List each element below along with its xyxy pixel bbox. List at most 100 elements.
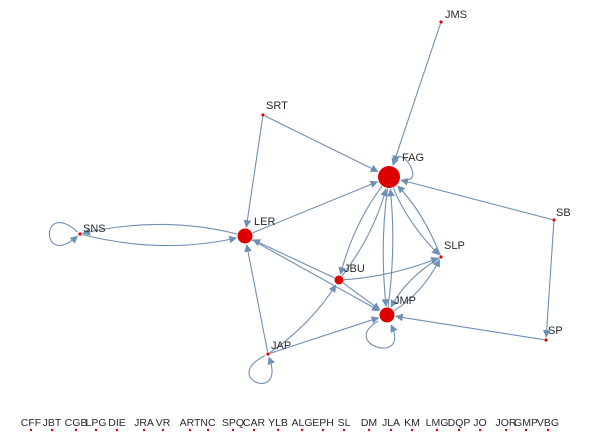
edge-fag-to-jbu: [338, 185, 383, 275]
isolated-node-die: [115, 428, 119, 432]
edge-ler-to-jmp: [251, 239, 380, 312]
isolated-node-eph: [321, 428, 325, 432]
isolated-node-jla: [389, 428, 393, 432]
edge-ler-to-fag: [252, 180, 379, 234]
isolated-label-die: DIE: [108, 417, 126, 429]
edge-jap-to-jap: [248, 355, 275, 384]
isolated-label-vr: VR: [156, 417, 171, 429]
node-jbu: [334, 275, 344, 285]
isolated-label-art: ART: [180, 417, 201, 429]
isolated-node-sl: [342, 428, 346, 432]
isolated-label-spq: SPQ: [222, 417, 244, 429]
isolated-node-alg: [300, 428, 304, 432]
isolated-node-dqp: [457, 428, 461, 432]
isolated-node-ylb: [276, 428, 280, 432]
isolated-label-km: KM: [404, 417, 420, 429]
node-sb: [552, 218, 556, 222]
isolated-label-dm: DM: [361, 417, 377, 429]
edge-jmp-to-fag: [387, 188, 395, 308]
node-label-ler: LER: [254, 216, 275, 228]
node-jmp: [379, 307, 395, 323]
edge-slp-to-fag: [397, 185, 441, 256]
isolated-node-art: [188, 428, 192, 432]
isolated-node-km: [410, 428, 414, 432]
edge-jap-to-ler: [244, 244, 269, 353]
node-sns: [78, 232, 82, 236]
isolated-label-cff: CFF: [21, 417, 41, 429]
isolated-label-jo: JO: [473, 417, 486, 429]
edge-jbu-to-fag: [341, 188, 388, 277]
isolated-label-car: CAR: [243, 417, 266, 429]
edge-ler-to-sns: [82, 223, 238, 236]
node-jms: [439, 20, 443, 24]
isolated-label-jbt: JBT: [43, 417, 62, 429]
node-label-jms: JMS: [445, 9, 467, 21]
edge-srt-to-ler: [243, 116, 264, 228]
edge-fag-to-slp: [392, 187, 440, 256]
node-label-sb: SB: [556, 207, 571, 219]
isolated-label-nc: NC: [200, 417, 216, 429]
edge-sb-to-fag: [400, 178, 553, 221]
edges-layer: [48, 23, 555, 384]
isolated-node-gmp: [524, 428, 528, 432]
isolated-label-ylb: YLB: [268, 417, 288, 429]
node-label-srt: SRT: [266, 100, 288, 112]
isolated-label-lmg: LMG: [426, 417, 449, 429]
edge-jmp-to-jmp: [365, 320, 398, 349]
edge-sb-to-sp: [542, 222, 555, 338]
node-ler: [237, 228, 253, 244]
node-label-sns: SNS: [83, 223, 106, 235]
isolated-label-cgb: CGB: [65, 417, 88, 429]
edge-jbu-to-ler: [252, 239, 335, 279]
isolated-label-jor: JOR: [496, 417, 517, 429]
node-label-slp: SLP: [444, 240, 465, 252]
isolated-node-lmg: [435, 428, 439, 432]
edge-sns-to-sns: [48, 222, 78, 246]
isolated-node-dm: [367, 428, 371, 432]
isolated-node-cgb: [74, 428, 78, 432]
isolated-node-jo: [478, 428, 482, 432]
edge-sp-to-jmp: [395, 313, 545, 341]
isolated-node-vbg: [546, 428, 550, 432]
edge-jbu-to-jmp: [342, 282, 381, 311]
isolated-label-sl: SL: [338, 417, 351, 429]
node-srt: [261, 113, 265, 117]
isolated-label-eph: EPH: [312, 417, 334, 429]
edge-jmp-to-slp: [393, 259, 441, 312]
node-label-jap: JAP: [271, 340, 291, 352]
isolated-node-spq: [231, 428, 235, 432]
node-jap: [266, 352, 270, 356]
edge-jap-to-jmp: [269, 316, 380, 354]
node-label-jmp: JMP: [394, 295, 416, 307]
nodes-layer: [78, 20, 556, 356]
isolated-label-alg: ALG: [291, 417, 312, 429]
isolated-node-vr: [161, 428, 165, 432]
node-label-fag: FAG: [402, 152, 424, 164]
edge-jap-to-jbu: [269, 284, 337, 354]
labels-layer: JMS SRT FAG SB SNS LER SLP JBU JMP SP JAP: [83, 9, 571, 352]
node-fag: [378, 166, 400, 188]
isolated-node-lpg: [94, 428, 98, 432]
isolated-node-car: [252, 428, 256, 432]
isolated-node-nc: [206, 428, 210, 432]
node-slp: [439, 255, 443, 259]
isolated-label-dqp: DQP: [448, 417, 471, 429]
isolated-node-jbt: [50, 428, 54, 432]
edge-fag-to-jmp: [381, 188, 390, 307]
isolated-label-jla: JLA: [382, 417, 400, 429]
isolated-node-jra: [142, 428, 146, 432]
edge-jms-to-fag: [391, 23, 441, 166]
isolated-node-jor: [504, 428, 508, 432]
isolated-label-jra: JRA: [134, 417, 154, 429]
edge-fag-to-fag: [392, 154, 414, 180]
node-sp: [544, 338, 548, 342]
node-label-sp: SP: [548, 325, 563, 337]
edge-jbu-to-slp: [343, 257, 439, 281]
isolated-label-lpg: LPG: [85, 417, 106, 429]
edge-srt-to-fag: [264, 115, 379, 172]
isolated-node-cff: [29, 428, 33, 432]
node-label-jbu: JBU: [344, 263, 365, 275]
edge-sns-to-ler: [81, 233, 237, 247]
